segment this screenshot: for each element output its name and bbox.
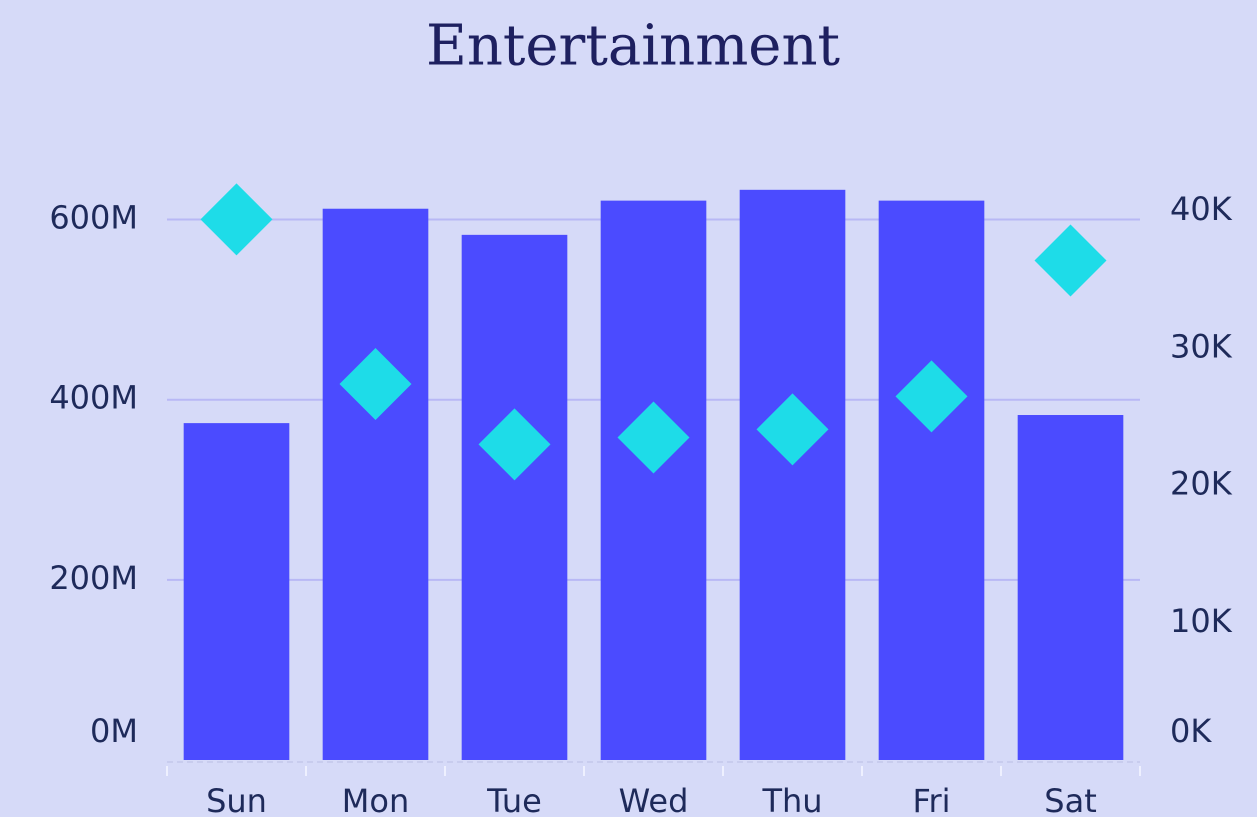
bar [183,423,290,760]
chart-title: Entertainment [426,14,841,79]
diamond-marker [478,408,551,481]
bar [461,234,568,760]
diamond-marker [1034,224,1107,297]
y-tick-label: 600M [49,199,138,237]
y2-tick-label: 10K [1170,602,1233,640]
x-tick-label: Mon [342,782,409,817]
y2-tick-label: 20K [1170,465,1233,503]
y2-tick-label: 30K [1170,327,1233,365]
bar [1017,415,1124,760]
diamond-marker [617,401,690,474]
diamond-marker [339,348,412,421]
y-tick-label: 0M [90,712,138,750]
bar [322,208,429,761]
diamond-marker [200,183,273,256]
x-tick-label: Wed [619,782,689,817]
bar [878,200,985,760]
y-tick-label: 400M [49,379,138,417]
y2-tick-label: 40K [1170,190,1233,228]
diamond-marker [756,393,829,466]
x-tick-label: Fri [912,782,950,817]
x-tick-label: Tue [486,782,542,817]
y-tick-label: 200M [49,559,138,597]
x-tick-label: Sun [206,782,267,817]
bar [739,189,846,761]
x-tick-label: Sat [1044,782,1096,817]
y2-tick-label: 0K [1170,712,1212,750]
diamond-marker [895,360,968,433]
bar [600,200,707,760]
x-tick-label: Thu [761,782,822,817]
